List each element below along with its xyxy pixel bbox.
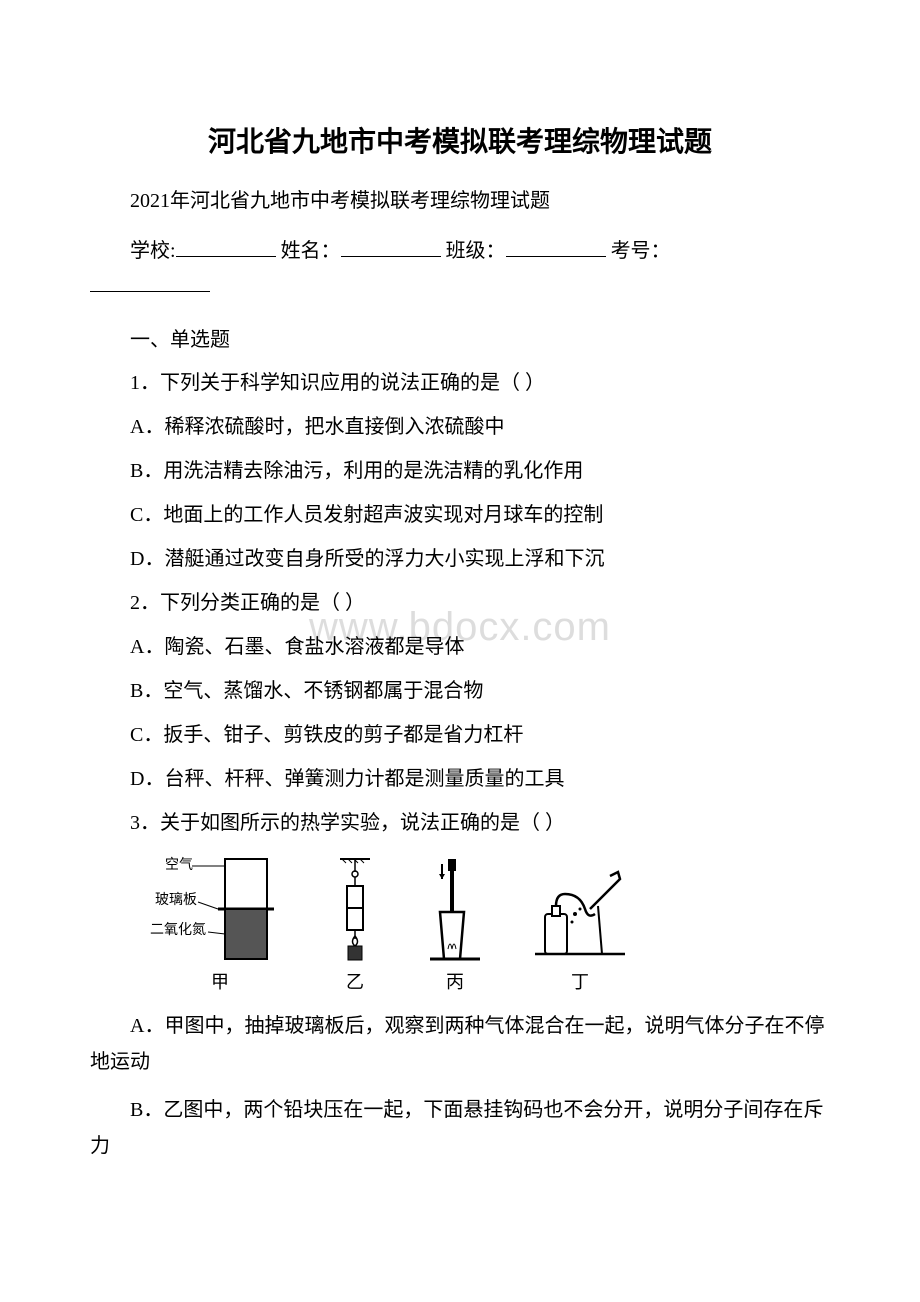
figure-jia: 空气 玻璃板 二氧化氮 甲 <box>150 854 290 994</box>
q2-option-b: B．空气、蒸馏水、不锈钢都属于混合物 <box>90 674 830 708</box>
q1-option-a: A．稀释浓硫酸时，把水直接倒入浓硫酸中 <box>90 410 830 444</box>
name-label: 姓名： <box>281 240 341 262</box>
figure-jia-label: 甲 <box>211 968 229 994</box>
figure-bing-label: 丙 <box>446 968 464 994</box>
q2-option-a: A．陶瓷、石墨、食盐水溶液都是导体 <box>90 630 830 664</box>
section-1-header: 一、单选题 <box>90 323 830 352</box>
q3-figures: 空气 玻璃板 二氧化氮 甲 <box>150 854 830 994</box>
q1-option-d: D．潜艇通过改变自身所受的浮力大小实现上浮和下沉 <box>90 542 830 576</box>
class-label: 班级： <box>446 240 506 262</box>
fig1-label-air: 空气 <box>165 857 193 873</box>
figure-bing: 丙 <box>420 854 490 994</box>
document-subtitle: 2021年河北省九地市中考模拟联考理综物理试题 <box>90 184 830 213</box>
q1-option-c: C．地面上的工作人员发射超声波实现对月球车的控制 <box>90 498 830 532</box>
q1-option-b: B．用洗洁精去除油污，利用的是洗洁精的乳化作用 <box>90 454 830 488</box>
fig1-label-glass: 玻璃板 <box>155 891 197 908</box>
document-title: 河北省九地市中考模拟联考理综物理试题 <box>90 120 830 160</box>
examid-label: 考号： <box>611 240 671 262</box>
q3-option-a: A．甲图中，抽掉玻璃板后，观察到两种气体混合在一起，说明气体分子在不停地运动 <box>90 1008 830 1080</box>
figure-yi-svg <box>330 854 380 964</box>
q3-option-b: B．乙图中，两个铅块压在一起，下面悬挂钩码也不会分开，说明分子间存在斥力 <box>90 1092 830 1164</box>
fig1-label-no2: 二氧化氮 <box>150 922 206 938</box>
figure-ding-label: 丁 <box>571 968 589 994</box>
q3-stem: 3．关于如图所示的热学实验，说法正确的是（ ） <box>90 806 830 840</box>
q2-stem: 2．下列分类正确的是（ ） <box>90 586 830 620</box>
figure-yi-label: 乙 <box>346 968 364 994</box>
name-blank <box>341 233 441 257</box>
school-blank <box>176 233 276 257</box>
figure-jia-svg: 空气 玻璃板 二氧化氮 <box>150 854 290 964</box>
figure-ding: 丁 <box>530 854 630 994</box>
figure-yi: 乙 <box>330 854 380 994</box>
q2-option-d: D．台秤、杆秤、弹簧测力计都是测量质量的工具 <box>90 762 830 796</box>
class-blank <box>506 233 606 257</box>
figure-ding-svg <box>530 854 630 964</box>
figure-bing-svg <box>420 854 490 964</box>
q2-option-c: C．扳手、钳子、剪铁皮的剪子都是省力杠杆 <box>90 718 830 752</box>
q1-stem: 1．下列关于科学知识应用的说法正确的是（ ） <box>90 366 830 400</box>
form-fields-line: 学校: 姓名： 班级： 考号： <box>90 233 830 269</box>
examid-blank <box>90 273 210 292</box>
school-label: 学校: <box>130 240 176 262</box>
document-content: 河北省九地市中考模拟联考理综物理试题 2021年河北省九地市中考模拟联考理综物理… <box>90 120 830 1164</box>
